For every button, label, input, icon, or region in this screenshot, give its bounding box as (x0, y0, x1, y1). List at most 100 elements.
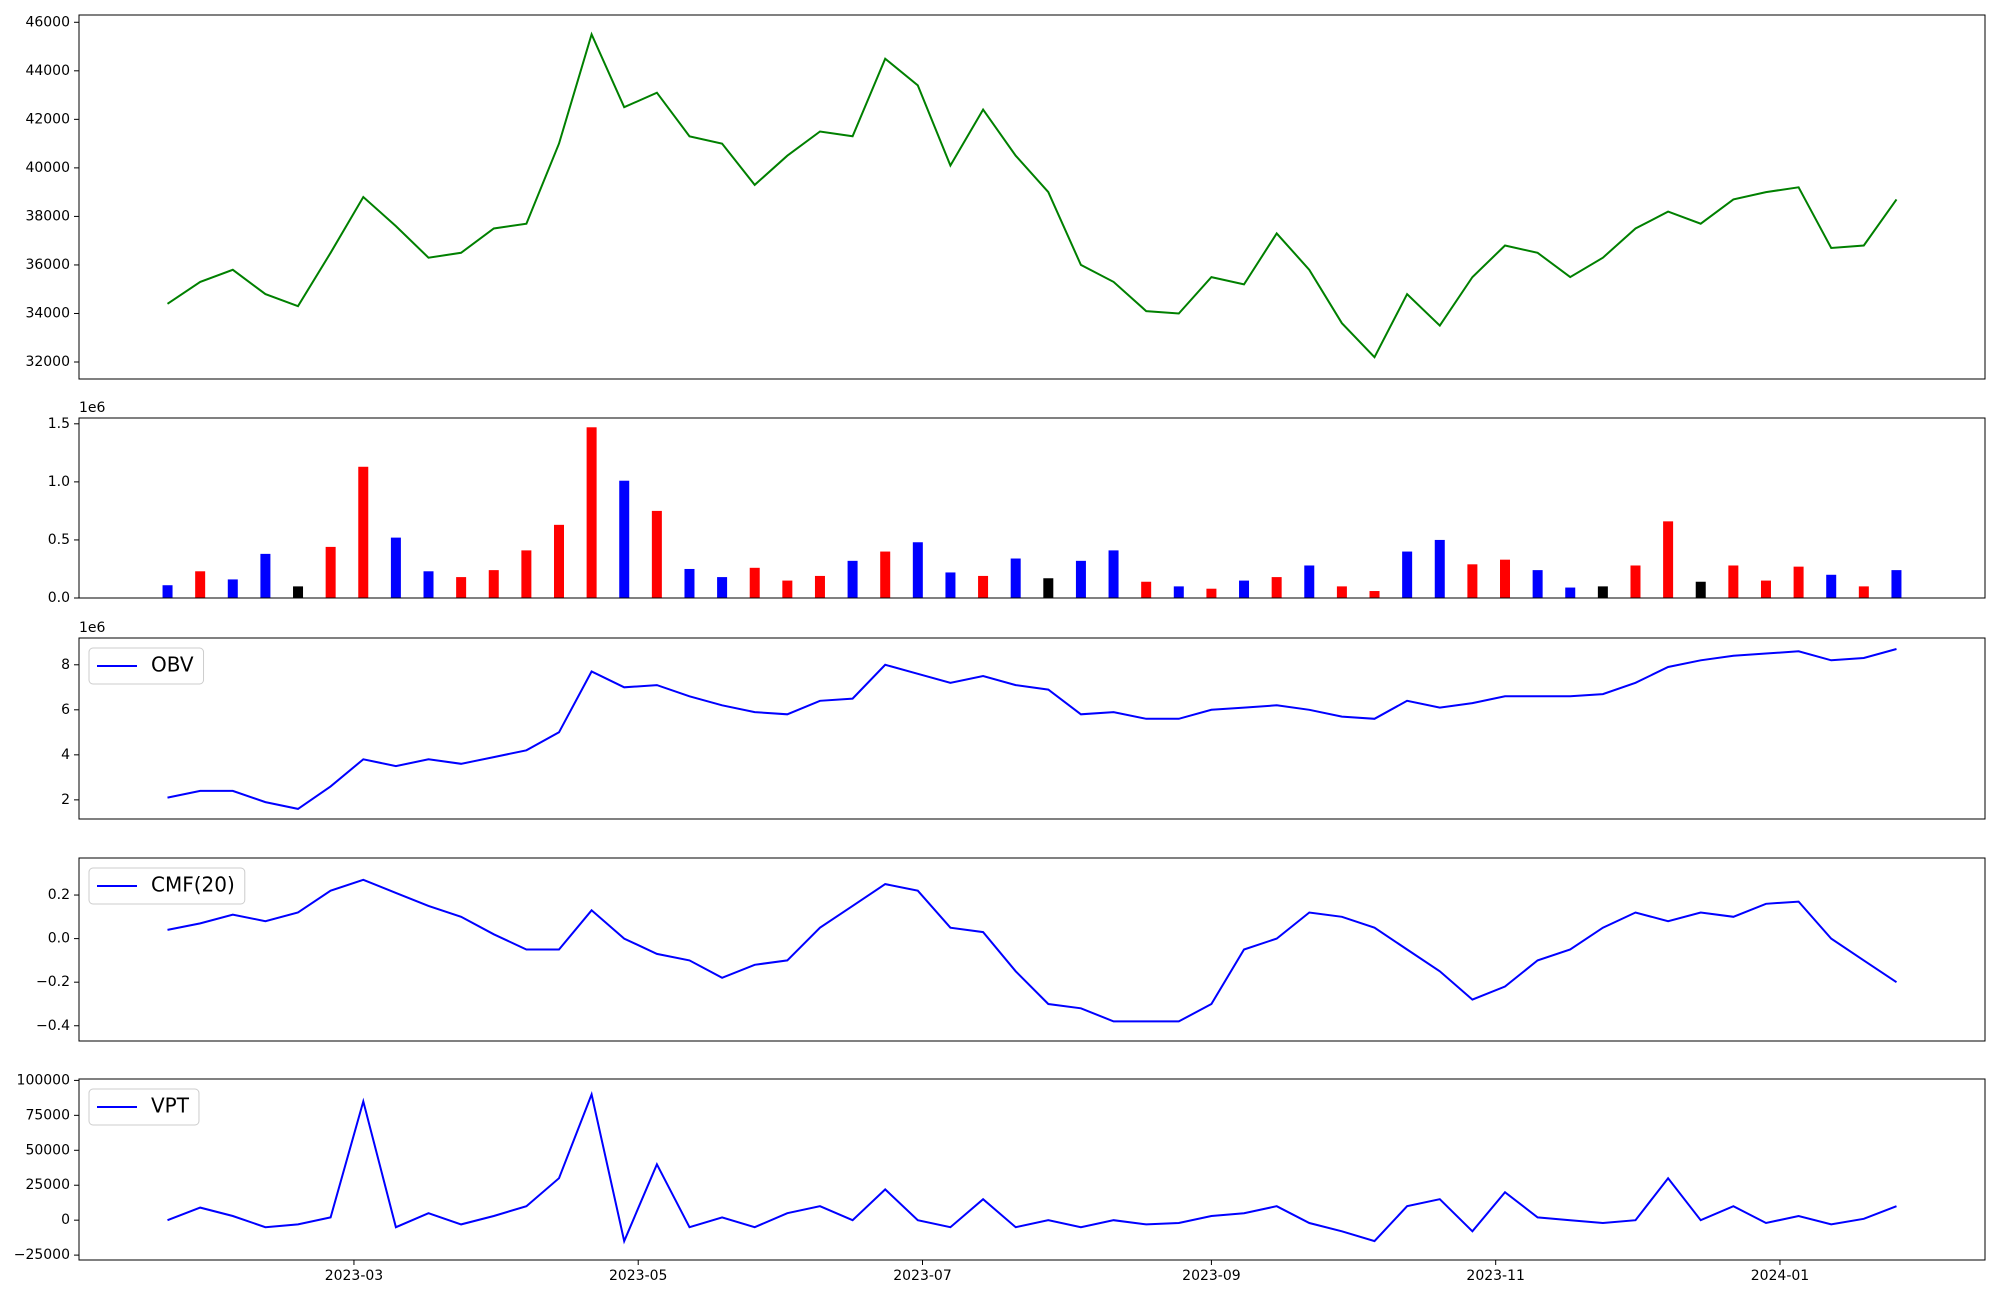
volume-bar (195, 571, 206, 598)
y-tick-label: 75000 (25, 1107, 70, 1123)
volume-bar (1239, 580, 1250, 598)
volume-bar (488, 570, 499, 598)
y-tick-label: 25000 (25, 1177, 70, 1193)
y-tick-label: 100000 (17, 1072, 70, 1088)
volume-bar (1304, 565, 1315, 598)
volume-bar (1630, 565, 1641, 598)
volume-bar (1010, 558, 1021, 598)
volume-bar (1532, 570, 1543, 598)
volume-bar (717, 577, 728, 598)
volume-bar (1663, 521, 1674, 598)
y-tick-label: 8 (61, 657, 70, 673)
volume-bar (1891, 570, 1902, 598)
x-tick-label: 2023-09 (1182, 1268, 1241, 1284)
y-tick-label: 2 (61, 792, 70, 808)
volume-bar (1434, 539, 1445, 598)
x-tick-label: 2024-01 (1751, 1268, 1810, 1284)
volume-bar (1695, 581, 1706, 598)
volume-bar (325, 546, 336, 598)
volume-bar (521, 550, 532, 598)
axes-frame (78, 417, 1986, 599)
volume-bar (1369, 591, 1380, 598)
series-line (167, 878, 1898, 1023)
volume-bar (390, 537, 401, 598)
volume-bar (619, 480, 630, 598)
volume-bar (1336, 586, 1347, 598)
y-tick-label: 0 (61, 1212, 70, 1228)
plot-background (79, 638, 1985, 819)
volume-bar (553, 524, 564, 598)
volume-bar (1597, 586, 1608, 598)
y-tick-label: 6 (61, 702, 70, 718)
volume-bar (1206, 588, 1217, 598)
volume-bar (293, 586, 304, 598)
legend-frame (88, 647, 205, 685)
volume-bar (847, 560, 858, 598)
subplot: 0.0 0.5 1.0 1.5 1e6 (48, 400, 1986, 606)
volume-bar (1500, 559, 1511, 598)
y-tick-label: 50000 (25, 1142, 70, 1158)
volume-bar (1271, 577, 1282, 598)
legend-frame (88, 867, 246, 905)
volume-bar (1043, 578, 1054, 598)
volume-bar (358, 466, 369, 598)
volume-bar (586, 427, 597, 598)
y-tick-label: 0.0 (48, 931, 70, 947)
volume-bar (782, 580, 793, 598)
volume-bar (1141, 581, 1152, 598)
x-tick-label: 2023-07 (893, 1268, 952, 1284)
volume-bar (651, 510, 662, 598)
volume-bar (423, 571, 434, 598)
volume-bar (1760, 580, 1771, 598)
volume-bar (684, 568, 695, 598)
legend: CMF(20) (88, 867, 246, 905)
volume-bar (1858, 586, 1869, 598)
y-tick-label: 40000 (25, 160, 70, 176)
volume-bar (1173, 586, 1184, 598)
x-tick-label: 2023-11 (1466, 1268, 1525, 1284)
volume-bar (260, 553, 271, 598)
x-tick-label: 2023-05 (609, 1268, 668, 1284)
subplot: −0.4 −0.2 0.0 0.2 CMF(20) (36, 857, 1986, 1042)
y-tick-label: 1.5 (48, 416, 70, 432)
volume-bar (1728, 565, 1739, 598)
y-tick-label: 32000 (25, 354, 70, 370)
volume-bar (814, 575, 825, 598)
y-tick-label: 0.0 (48, 590, 70, 606)
y-tick-label: 42000 (25, 111, 70, 127)
x-tick-label: 2023-03 (325, 1268, 384, 1284)
volume-bar (1565, 587, 1576, 598)
plot-background (79, 858, 1985, 1041)
volume-bar (1793, 566, 1804, 598)
volume-bar (749, 567, 760, 598)
volume-bar (1467, 564, 1478, 598)
y-tick-label: 34000 (25, 305, 70, 321)
legend-label: CMF(20) (151, 873, 235, 897)
y-tick-label: 1.0 (48, 474, 70, 490)
y-tick-label: 0.2 (48, 887, 70, 903)
series-line (167, 1090, 1897, 1245)
y-tick-label: 4 (61, 747, 70, 763)
volume-bar (880, 551, 891, 598)
y-tick-label: −0.2 (36, 974, 70, 990)
y-tick-label: −25000 (14, 1247, 70, 1263)
y-tick-label: 0.5 (48, 532, 70, 548)
legend-frame (88, 1088, 200, 1126)
subplot: 2 4 6 8 1e6 OBV (61, 620, 1986, 820)
volume-bar (912, 542, 923, 598)
legend: OBV (88, 647, 205, 685)
volume-bar (1402, 551, 1413, 598)
axis-offset-text: 1e6 (79, 620, 106, 636)
axes-frame (78, 14, 1986, 380)
volume-bar (1108, 550, 1119, 598)
axes-frame (78, 857, 1986, 1042)
axis-offset-text: 1e6 (79, 400, 106, 416)
y-tick-label: 36000 (25, 257, 70, 273)
volume-bar (162, 585, 173, 598)
series-line (167, 648, 1897, 810)
volume-bar (227, 579, 238, 598)
plot-background (79, 15, 1985, 379)
volume-bar (945, 572, 956, 598)
legend: VPT (88, 1088, 200, 1126)
axes-frame (78, 637, 1986, 820)
